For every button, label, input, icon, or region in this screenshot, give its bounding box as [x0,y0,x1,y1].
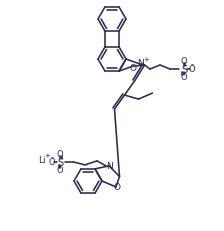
Text: -: - [50,153,54,162]
Text: S: S [181,65,187,75]
Text: -: - [190,60,194,69]
Text: N: N [137,59,143,68]
Text: O: O [57,150,63,159]
Text: O: O [129,63,136,72]
Text: N: N [106,162,112,171]
Text: +: + [143,57,149,63]
Text: O: O [114,183,121,192]
Text: O: O [49,158,55,167]
Text: O: O [189,65,195,74]
Text: Li: Li [38,156,46,165]
Text: O: O [181,73,187,82]
Text: O: O [57,166,63,175]
Text: +: + [44,152,50,158]
Text: S: S [57,157,63,167]
Text: O: O [181,57,187,66]
